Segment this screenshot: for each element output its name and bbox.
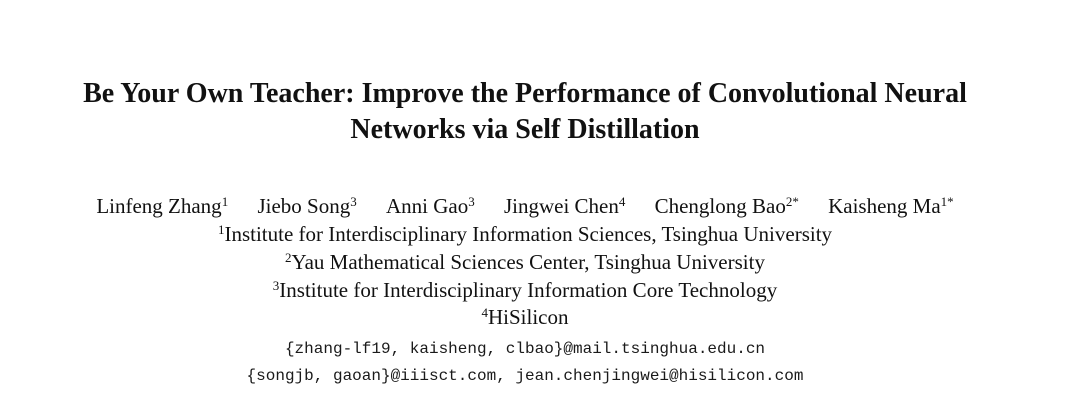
author: Jingwei Chen4 xyxy=(504,192,625,220)
affiliation-text: HiSilicon xyxy=(487,305,569,329)
author-name: Anni Gao xyxy=(385,194,469,218)
affiliation-mark: 4 xyxy=(481,305,488,320)
affiliation: 4HiSilicon xyxy=(0,303,1050,331)
author-affiliation-mark: 1 xyxy=(221,194,229,209)
affiliation-mark: 2 xyxy=(285,250,292,265)
paper-title-line-2: Networks via Self Distillation xyxy=(350,114,700,145)
author-affiliation-mark: 3 xyxy=(468,194,475,209)
author-name: Kaisheng Ma xyxy=(828,194,941,218)
paper-title-line-1: Be Your Own Teacher: Improve the Perform… xyxy=(83,78,967,109)
author: Linfeng Zhang1 xyxy=(96,192,228,220)
email-line: {zhang-lf19, kaisheng, clbao}@mail.tsing… xyxy=(284,340,766,358)
author-name: Chenglong Bao xyxy=(654,194,786,218)
affiliation: 1Institute for Interdisciplinary Informa… xyxy=(0,220,1050,248)
author-name: Jiebo Song xyxy=(257,194,351,218)
affiliation-text: Institute for Interdisciplinary Informat… xyxy=(279,278,778,302)
email-line: {songjb, gaoan}@iiisct.com, jean.chenjin… xyxy=(246,367,804,385)
author-affiliation-mark: 2* xyxy=(785,194,799,209)
affiliation: 2Yau Mathematical Sciences Center, Tsing… xyxy=(0,248,1050,276)
affiliation-mark: 3 xyxy=(272,278,280,293)
affiliation-mark: 1 xyxy=(217,222,225,237)
author-affiliation-mark: 1* xyxy=(940,194,954,209)
affiliation: 3Institute for Interdisciplinary Informa… xyxy=(0,276,1050,304)
author-affiliation-mark: 4 xyxy=(618,194,626,209)
author: Jiebo Song3 xyxy=(257,192,356,220)
author-affiliation-mark: 3 xyxy=(350,194,357,209)
author: Kaisheng Ma1* xyxy=(828,192,954,220)
author: Chenglong Bao2* xyxy=(655,192,799,220)
affiliation-text: Yau Mathematical Sciences Center, Tsingh… xyxy=(291,250,765,274)
author-name: Linfeng Zhang xyxy=(96,194,222,218)
affiliation-text: Institute for Interdisciplinary Informat… xyxy=(224,222,833,246)
author: Anni Gao3 xyxy=(386,192,475,220)
author-list: Linfeng Zhang1 Jiebo Song3 Anni Gao3 Jin… xyxy=(0,192,1050,220)
author-name: Jingwei Chen xyxy=(503,194,619,218)
